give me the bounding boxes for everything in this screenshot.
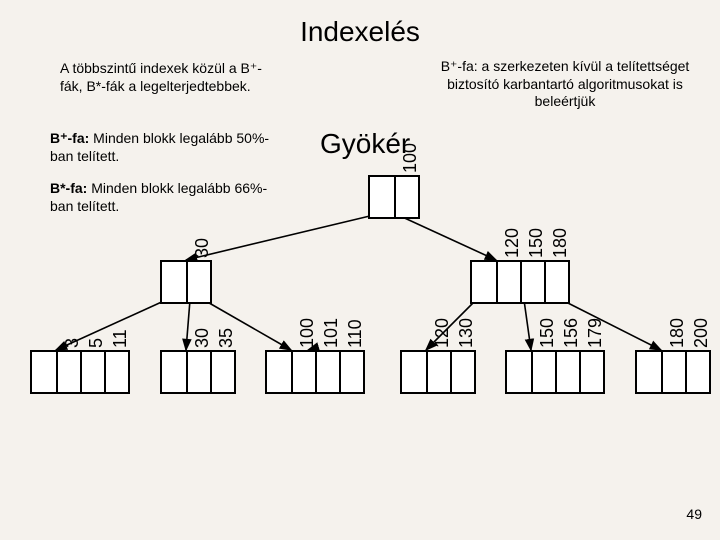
mid-right-node-key: 120 bbox=[502, 228, 523, 258]
leaf-node-1-cell bbox=[210, 352, 236, 392]
leaf-node-4-cell bbox=[531, 352, 557, 392]
leaf-node-0 bbox=[30, 350, 130, 394]
leaf-node-5 bbox=[635, 350, 711, 394]
root-node-cell bbox=[370, 177, 394, 217]
leaf-node-1-cell bbox=[162, 352, 186, 392]
bstar-definition: B*-fa: Minden blokk legalább 66%-ban tel… bbox=[50, 180, 290, 215]
leaf-node-4-cell bbox=[507, 352, 531, 392]
leaf-node-0-key: 11 bbox=[110, 329, 131, 348]
leaf-node-2-key: 100 bbox=[297, 318, 318, 348]
leaf-node-0-cell bbox=[104, 352, 130, 392]
page-title: Indexelés bbox=[0, 16, 720, 48]
leaf-node-4-key: 150 bbox=[537, 318, 558, 348]
leaf-node-5-cell bbox=[661, 352, 687, 392]
leaf-node-1-cell bbox=[186, 352, 212, 392]
leaf-node-4-key: 156 bbox=[561, 318, 582, 348]
mid-right-node-key: 150 bbox=[526, 228, 547, 258]
leaf-node-0-cell bbox=[32, 352, 56, 392]
mid-right-node bbox=[470, 260, 570, 304]
leaf-node-4 bbox=[505, 350, 605, 394]
leaf-node-0-key: 5 bbox=[86, 338, 107, 348]
leaf-node-3-key: 120 bbox=[432, 318, 453, 348]
leaf-node-2-cell bbox=[315, 352, 341, 392]
leaf-node-1-key: 30 bbox=[192, 328, 213, 348]
leaf-node-2-key: 101 bbox=[321, 318, 342, 348]
intro-text: A többszintű indexek közül a B⁺-fák, B*-… bbox=[60, 60, 280, 95]
leaf-node-5-key: 180 bbox=[667, 318, 688, 348]
leaf-node-0-cell bbox=[80, 352, 106, 392]
leaf-node-0-key: 3 bbox=[62, 338, 83, 348]
leaf-node-2-key: 110 bbox=[345, 319, 366, 348]
leaf-node-1-key: 35 bbox=[216, 328, 237, 348]
mid-left-node bbox=[160, 260, 212, 304]
leaf-node-5-cell bbox=[637, 352, 661, 392]
root-node-key: 100 bbox=[400, 143, 421, 173]
mid-left-node-cell bbox=[186, 262, 212, 302]
leaf-node-0-cell bbox=[56, 352, 82, 392]
mid-left-node-key: 30 bbox=[192, 238, 213, 258]
mid-right-node-cell bbox=[520, 262, 546, 302]
leaf-node-3-cell bbox=[450, 352, 476, 392]
leaf-node-5-key: 200 bbox=[691, 318, 712, 348]
leaf-node-3-cell bbox=[402, 352, 426, 392]
bplus-prefix: B⁺-fa: bbox=[50, 130, 89, 146]
root-node-cell bbox=[394, 177, 420, 217]
bplus-definition: B⁺-fa: Minden blokk legalább 50%-ban tel… bbox=[50, 130, 290, 165]
leaf-node-2 bbox=[265, 350, 365, 394]
leaf-node-4-cell bbox=[579, 352, 605, 392]
leaf-node-2-cell bbox=[339, 352, 365, 392]
mid-right-node-cell bbox=[544, 262, 570, 302]
root-label: Gyökér bbox=[320, 128, 410, 160]
leaf-node-2-cell bbox=[267, 352, 291, 392]
leaf-node-5-cell bbox=[685, 352, 711, 392]
leaf-node-1 bbox=[160, 350, 236, 394]
leaf-node-3-key: 130 bbox=[456, 318, 477, 348]
page-number: 49 bbox=[686, 506, 702, 522]
mid-left-node-cell bbox=[162, 262, 186, 302]
right-note: B⁺-fa: a szerkezeten kívül a telítettség… bbox=[440, 58, 690, 111]
mid-right-node-key: 180 bbox=[550, 228, 571, 258]
leaf-node-3 bbox=[400, 350, 476, 394]
leaf-node-4-key: 179 bbox=[585, 318, 606, 348]
leaf-node-2-cell bbox=[291, 352, 317, 392]
leaf-node-3-cell bbox=[426, 352, 452, 392]
leaf-node-4-cell bbox=[555, 352, 581, 392]
bstar-prefix: B*-fa: bbox=[50, 180, 87, 196]
root-node bbox=[368, 175, 420, 219]
mid-right-node-cell bbox=[472, 262, 496, 302]
mid-right-node-cell bbox=[496, 262, 522, 302]
